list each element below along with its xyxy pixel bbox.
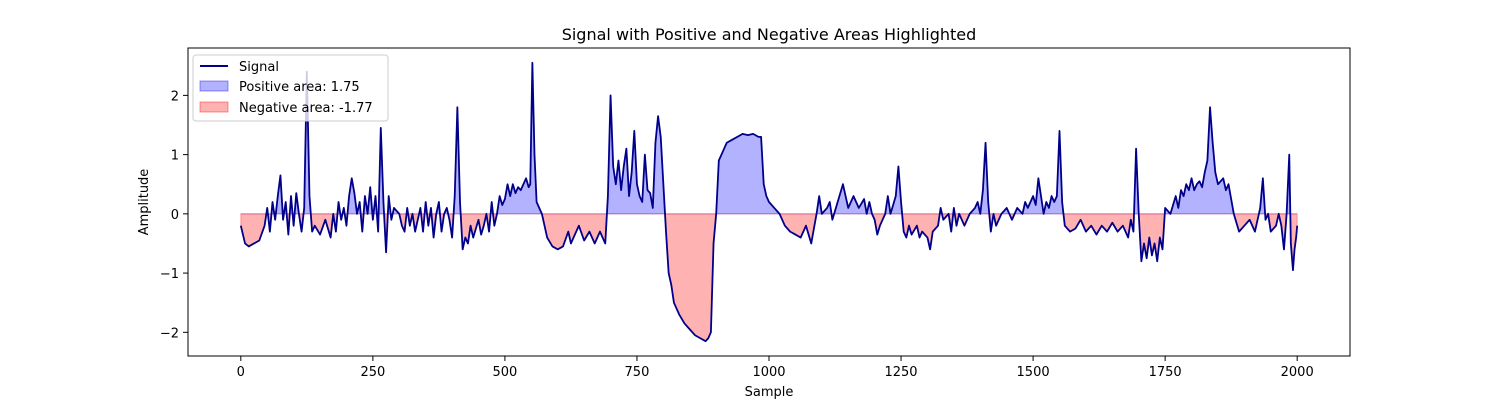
x-axis-label: Sample bbox=[745, 385, 794, 400]
y-tick-label: −2 bbox=[160, 326, 179, 341]
x-axis: 0 250 500 750 1000 1250 1500 1750 2000 bbox=[237, 356, 1314, 380]
legend: Signal Positive area: 1.75 Negative area… bbox=[192, 54, 389, 122]
x-tick-label: 1000 bbox=[752, 365, 785, 380]
legend-swatch-negative bbox=[199, 101, 229, 113]
signal-line bbox=[239, 61, 1299, 343]
x-tick-label: 0 bbox=[237, 365, 245, 380]
x-tick-label: 1500 bbox=[1017, 365, 1050, 380]
x-tick-label: 250 bbox=[360, 365, 385, 380]
x-tick-label: 1250 bbox=[884, 365, 917, 380]
legend-label-positive: Positive area: 1.75 bbox=[239, 80, 360, 95]
y-axis: −2 −1 0 1 2 bbox=[160, 89, 188, 341]
legend-box bbox=[192, 54, 389, 122]
positive-area-fill bbox=[240, 62, 1298, 215]
y-axis-label: Amplitude bbox=[137, 169, 152, 236]
x-tick-label: 2000 bbox=[1281, 365, 1314, 380]
legend-label-negative: Negative area: -1.77 bbox=[239, 101, 373, 116]
y-tick-label: −1 bbox=[160, 267, 179, 282]
legend-swatch-positive bbox=[199, 80, 229, 92]
x-tick-label: 1750 bbox=[1149, 365, 1182, 380]
legend-label-signal: Signal bbox=[239, 60, 279, 75]
y-tick-label: 2 bbox=[171, 89, 179, 104]
x-tick-label: 750 bbox=[625, 365, 650, 380]
negative-area-fill bbox=[240, 212, 1298, 342]
chart-title: Signal with Positive and Negative Areas … bbox=[562, 25, 977, 44]
y-tick-label: 1 bbox=[171, 149, 179, 164]
y-tick-label: 0 bbox=[171, 208, 179, 223]
x-tick-label: 500 bbox=[492, 365, 517, 380]
